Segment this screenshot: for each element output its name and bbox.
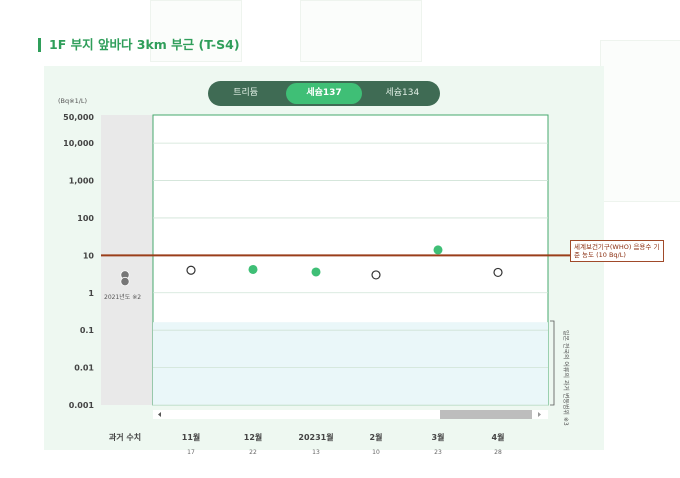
y-tick-label: 50,000 [63,113,94,122]
fish-range-band [153,322,548,405]
x-tick-sublabel: 28 [494,449,502,456]
x-tick-label: 20231월 [298,433,334,442]
y-tick-label: 100 [77,214,94,223]
data-point-undetected[interactable] [493,267,503,278]
data-point-detected[interactable] [311,267,321,277]
grid-lines [153,142,548,406]
data-point-undetected[interactable] [186,265,196,275]
band-label: 일본 전국의 어류의 과거 변동범위 ※3 [562,330,570,426]
scrollbar-track[interactable] [153,410,548,419]
scroll-right-icon[interactable] [538,412,541,417]
scroll-left-icon[interactable] [158,412,161,417]
x-tick-sublabel: 13 [312,449,320,456]
x-tick-sublabel: 22 [249,449,257,456]
background-decoration [300,0,422,62]
past-label: 2021년도 ※2 [104,293,141,301]
background-decoration [150,0,242,62]
tab-tritium[interactable]: 트리듐 [233,88,259,98]
y-tick-label: 1,000 [69,177,95,186]
band-bracket [550,320,555,406]
data-point-detected[interactable] [248,264,258,274]
y-tick-label: 0.1 [80,326,95,335]
tab-cesium137[interactable]: 세슘137 [286,83,362,104]
y-tick-label: 1 [88,289,94,298]
data-points [186,245,503,280]
past-points [120,270,130,287]
scrollbar-thumb[interactable] [440,410,532,419]
x-tick-label: 11월 [181,433,201,442]
y-tick-label: 0.001 [69,401,95,410]
x-tick-sublabel: 10 [372,449,380,456]
nuclide-toggle: 트리듐 세슘137 세슘134 [208,81,440,106]
y-axis-unit: (Bq※1/L) [58,97,88,105]
x-tick-label: 3월 [431,433,445,442]
data-point-undetected[interactable] [371,270,381,280]
past-values-area [101,115,153,405]
y-tick-label: 0.01 [74,364,94,373]
y-tick-label: 10 [83,251,95,260]
who-note: 세계보건기구(WHO) 음용수 기준 농도 (10 Bq/L) [570,240,664,262]
tab-cesium134[interactable]: 세슘134 [385,88,420,98]
x-tick-sublabel: 23 [434,449,442,456]
page-title: 1F 부지 앞바다 3km 부근 (T-S4) [38,38,240,52]
data-point-detected[interactable] [433,245,443,255]
x-tick-label: 4월 [491,433,505,442]
past-point [120,276,130,287]
y-tick-labels: 50,000 10,000 1,000 100 10 1 0.1 0.01 0.001 [63,113,94,410]
x-tick-sublabel: 17 [187,449,195,456]
x-tick-label: 12월 [243,433,263,442]
x-tick-label: 2월 [369,433,383,442]
y-tick-label: 10,000 [63,139,94,148]
x-tick-label: 과거 수치 [108,433,142,442]
